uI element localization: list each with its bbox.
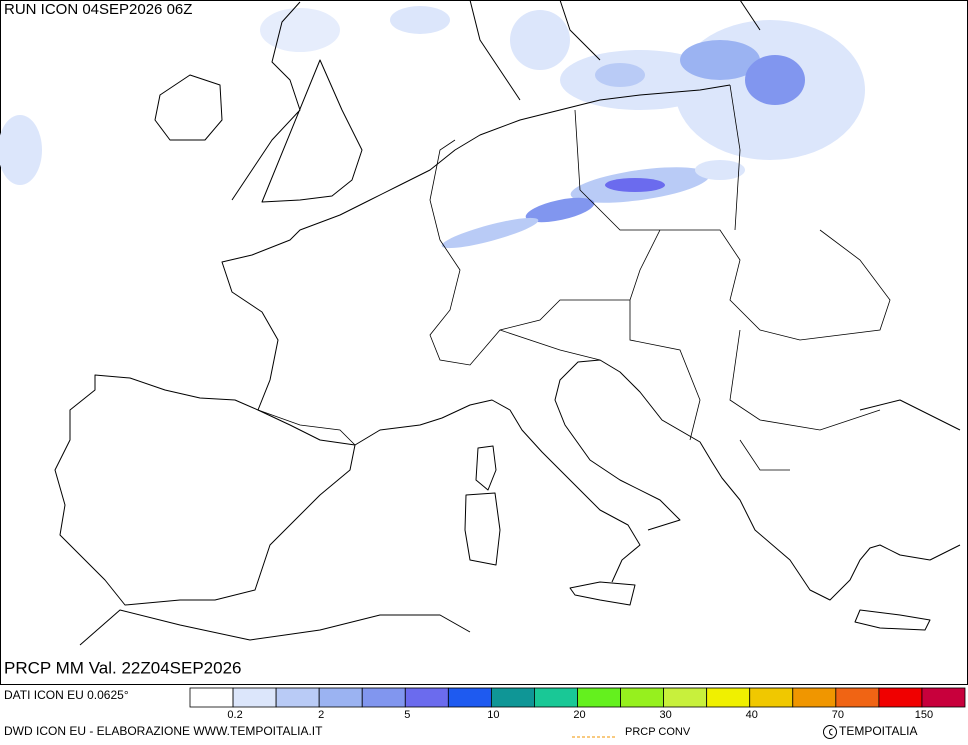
legend-label: 20 — [573, 709, 585, 721]
legend-swatch — [232, 687, 277, 708]
legend-swatch — [878, 687, 923, 708]
conv-label: PRCP CONV — [625, 726, 691, 738]
coastline — [354, 359, 961, 601]
country-border — [257, 84, 891, 471]
map-title: PRCP MM Val. 22Z04SEP2026 — [4, 658, 242, 677]
precip-area — [745, 55, 805, 105]
legend-label: 30 — [659, 709, 671, 721]
brand: TEMPOITALIA — [839, 724, 917, 738]
legend-swatch — [577, 687, 621, 708]
legend-label: 10 — [487, 709, 499, 721]
coastline — [221, 84, 731, 411]
run-label: RUN ICON 04SEP2026 06Z — [4, 1, 192, 18]
legend-swatch — [534, 687, 578, 708]
copyright-mark — [829, 728, 833, 736]
precip-area — [260, 8, 340, 52]
legend-label: 2 — [318, 709, 324, 721]
precip-area — [695, 160, 745, 180]
precip-area — [510, 10, 570, 70]
legend-swatch — [663, 687, 708, 708]
coastline — [79, 399, 961, 646]
legend-swatch — [447, 687, 492, 708]
data-source: DATI ICON EU 0.0625° — [4, 688, 129, 702]
legend-swatch — [404, 687, 449, 708]
precip-area — [525, 197, 595, 223]
precip-area — [605, 178, 665, 192]
borders — [257, 84, 891, 471]
legend-label: 5 — [404, 709, 410, 721]
credit: DWD ICON EU - ELABORAZIONE WWW.TEMPOITAL… — [4, 724, 323, 738]
legend-swatch — [490, 687, 535, 708]
coastline — [464, 445, 636, 606]
coastline — [469, 0, 761, 101]
coastlines — [54, 0, 961, 646]
precip-area — [0, 115, 42, 185]
legend-label: 150 — [915, 709, 933, 721]
legend-swatch — [792, 687, 837, 708]
legend-swatch — [706, 687, 751, 708]
legend-swatch — [620, 687, 665, 708]
legend-swatch — [835, 687, 880, 708]
coastline — [154, 1, 363, 203]
legend-label: 0.2 — [227, 709, 242, 721]
legend-swatch — [275, 687, 320, 708]
legend-swatch — [318, 687, 363, 708]
legend-swatch — [361, 687, 406, 708]
legend-swatch — [749, 687, 794, 708]
copyright-mark — [823, 725, 837, 739]
precip-area — [390, 6, 450, 34]
precip-area — [441, 217, 539, 249]
coastline — [54, 374, 356, 606]
legend-swatch — [921, 687, 966, 708]
precip-area — [680, 40, 760, 80]
title-bg — [1, 656, 286, 682]
legend-label: 40 — [746, 709, 758, 721]
legend-swatch — [189, 687, 234, 708]
precipitation — [0, 6, 865, 249]
legend-label: 70 — [832, 709, 844, 721]
precip-area — [595, 63, 645, 87]
